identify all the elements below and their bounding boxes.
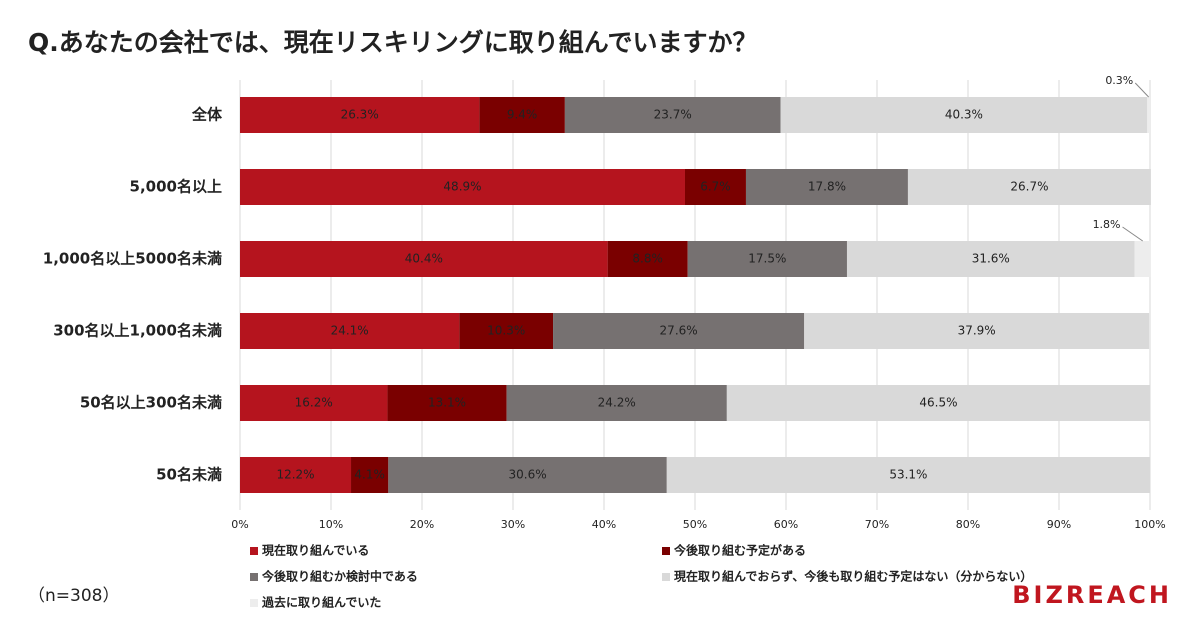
bar-segment <box>684 169 746 205</box>
data-label: 6.7% <box>700 180 731 194</box>
data-label: 1.8% <box>1093 218 1121 231</box>
bar-segment <box>240 313 460 349</box>
data-label: 30.6% <box>508 468 546 482</box>
legend-swatch <box>662 547 670 555</box>
bar-segment <box>240 385 388 421</box>
y-tick-label: 全体 <box>191 106 223 124</box>
leader-line <box>1122 226 1144 242</box>
x-tick-label: 80% <box>956 518 980 531</box>
x-tick-label: 30% <box>501 518 525 531</box>
y-tick-label: 50名以上300名未満 <box>80 394 222 412</box>
data-label: 23.7% <box>654 108 692 122</box>
x-tick-label: 20% <box>410 518 434 531</box>
bar-segment <box>564 97 781 133</box>
data-label: 26.7% <box>1010 180 1048 194</box>
data-label: 16.2% <box>295 396 333 410</box>
bar-segment <box>459 313 554 349</box>
bar-segment <box>388 457 667 493</box>
bar-segment <box>804 313 1150 349</box>
bar-segment <box>1134 241 1151 277</box>
data-label: 40.4% <box>405 252 443 266</box>
x-tick-label: 40% <box>592 518 616 531</box>
x-tick-label: 60% <box>774 518 798 531</box>
bar-segment <box>240 241 608 277</box>
x-tick-label: 10% <box>319 518 343 531</box>
bar-segment <box>780 97 1148 133</box>
bar-segment <box>351 457 389 493</box>
data-label: 40.3% <box>945 108 983 122</box>
data-label: 24.1% <box>331 324 369 338</box>
data-label: 8.8% <box>632 252 663 266</box>
bar-segment <box>240 169 685 205</box>
y-tick-label: 5,000名以上 <box>130 178 222 196</box>
logo: BIZREACH <box>1012 581 1172 609</box>
legend-label: 現在取り組んでおらず、今後も取り組む予定はない（分からない） <box>674 569 1032 584</box>
data-label: 26.3% <box>341 108 379 122</box>
x-tick-label: 90% <box>1047 518 1071 531</box>
bar-segment <box>387 385 507 421</box>
bar-segment <box>479 97 565 133</box>
legend-label: 今後取り組むか検討中である <box>261 569 418 584</box>
legend-swatch <box>250 573 258 581</box>
x-tick-label: 70% <box>865 518 889 531</box>
data-label: 17.5% <box>748 252 786 266</box>
data-label: 13.1% <box>428 396 466 410</box>
data-label: 48.9% <box>443 180 481 194</box>
y-tick-label: 1,000名以上5000名未満 <box>43 250 222 268</box>
bar-segment <box>907 169 1151 205</box>
bar-segment <box>745 169 908 205</box>
bar-segment <box>553 313 805 349</box>
data-label: 4.1% <box>354 468 385 482</box>
leader-line <box>1134 82 1149 98</box>
bar-segment <box>666 457 1150 493</box>
data-label: 17.8% <box>808 180 846 194</box>
bar-segment <box>506 385 727 421</box>
bar-segment <box>726 385 1150 421</box>
legend-swatch <box>250 599 258 607</box>
data-label: 46.5% <box>919 396 957 410</box>
data-label: 9.4% <box>507 108 538 122</box>
bar-segment <box>846 241 1135 277</box>
data-label: 0.3% <box>1105 74 1133 87</box>
legend-label: 現在取り組んでいる <box>262 543 369 558</box>
bar-segment <box>607 241 688 277</box>
bar-segment <box>1147 97 1150 133</box>
data-label: 37.9% <box>958 324 996 338</box>
legend-label: 過去に取り組んでいた <box>261 595 381 610</box>
x-tick-label: 50% <box>683 518 707 531</box>
bar-segment <box>687 241 847 277</box>
chart-title: Q.あなたの会社では、現在リスキリングに取り組んでいますか？ <box>28 28 758 57</box>
bar-segment <box>240 97 480 133</box>
y-tick-label: 50名未満 <box>156 466 222 484</box>
data-label: 27.6% <box>660 324 698 338</box>
legend-swatch <box>250 547 258 555</box>
y-tick-label: 300名以上1,000名未満 <box>53 322 222 340</box>
x-tick-label: 100% <box>1134 518 1165 531</box>
data-label: 53.1% <box>889 468 927 482</box>
data-label: 10.3% <box>487 324 525 338</box>
sample-note: （n=308） <box>28 586 119 606</box>
bar-segment <box>240 457 352 493</box>
data-label: 31.6% <box>972 252 1010 266</box>
legend-label: 今後取り組む予定がある <box>673 543 806 558</box>
x-tick-label: 0% <box>231 518 248 531</box>
data-label: 12.2% <box>276 468 314 482</box>
legend-swatch <box>662 573 670 581</box>
data-label: 24.2% <box>598 396 636 410</box>
